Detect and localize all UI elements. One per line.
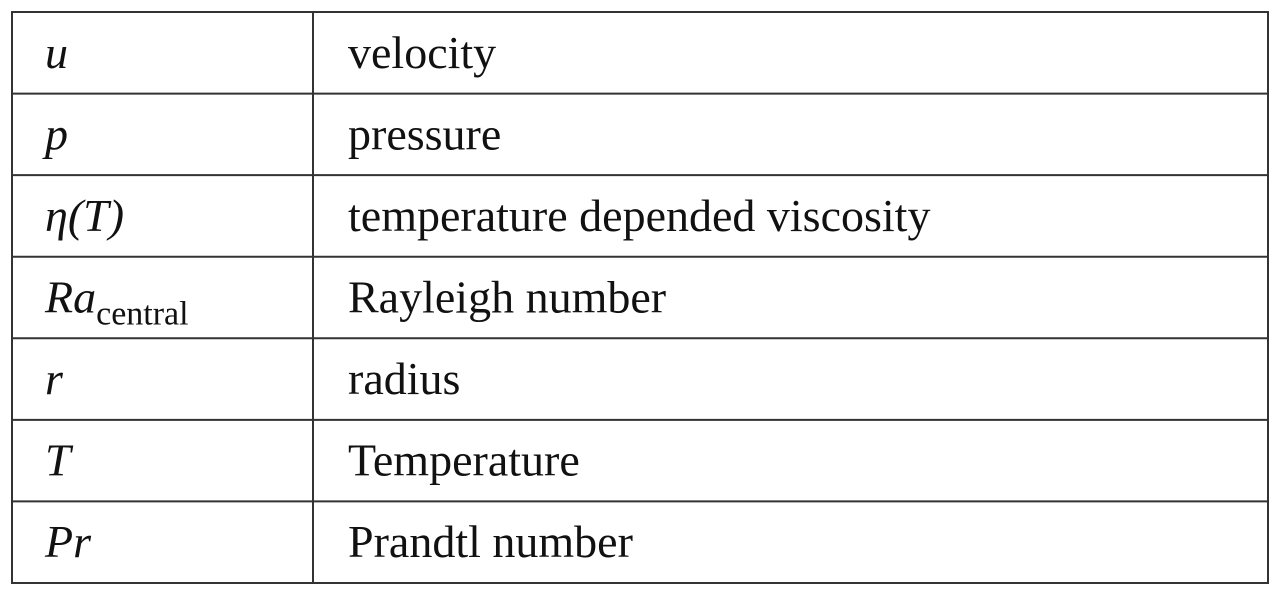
description: Rayleigh number [348, 272, 666, 323]
symbol: r [45, 353, 64, 404]
symbol: T [45, 435, 74, 486]
symbol: η(T) [45, 190, 124, 241]
description: pressure [348, 108, 501, 159]
description: radius [348, 353, 460, 404]
symbol: Ra [44, 272, 96, 323]
symbol: Pr [44, 516, 92, 567]
description: Temperature [348, 435, 580, 486]
symbol: u⃗ [45, 27, 104, 78]
description: Prandtl number [348, 516, 633, 567]
description: temperature depended viscosity [348, 190, 930, 241]
table-border [11, 11, 1269, 584]
symbol: p [42, 108, 68, 159]
table-body: u⃗ velocity p pressure η(T) temperature depen… [12, 27, 1268, 567]
subscript: central [96, 296, 189, 333]
symbol-cell: Racentral [44, 272, 189, 333]
description: velocity [348, 27, 496, 78]
